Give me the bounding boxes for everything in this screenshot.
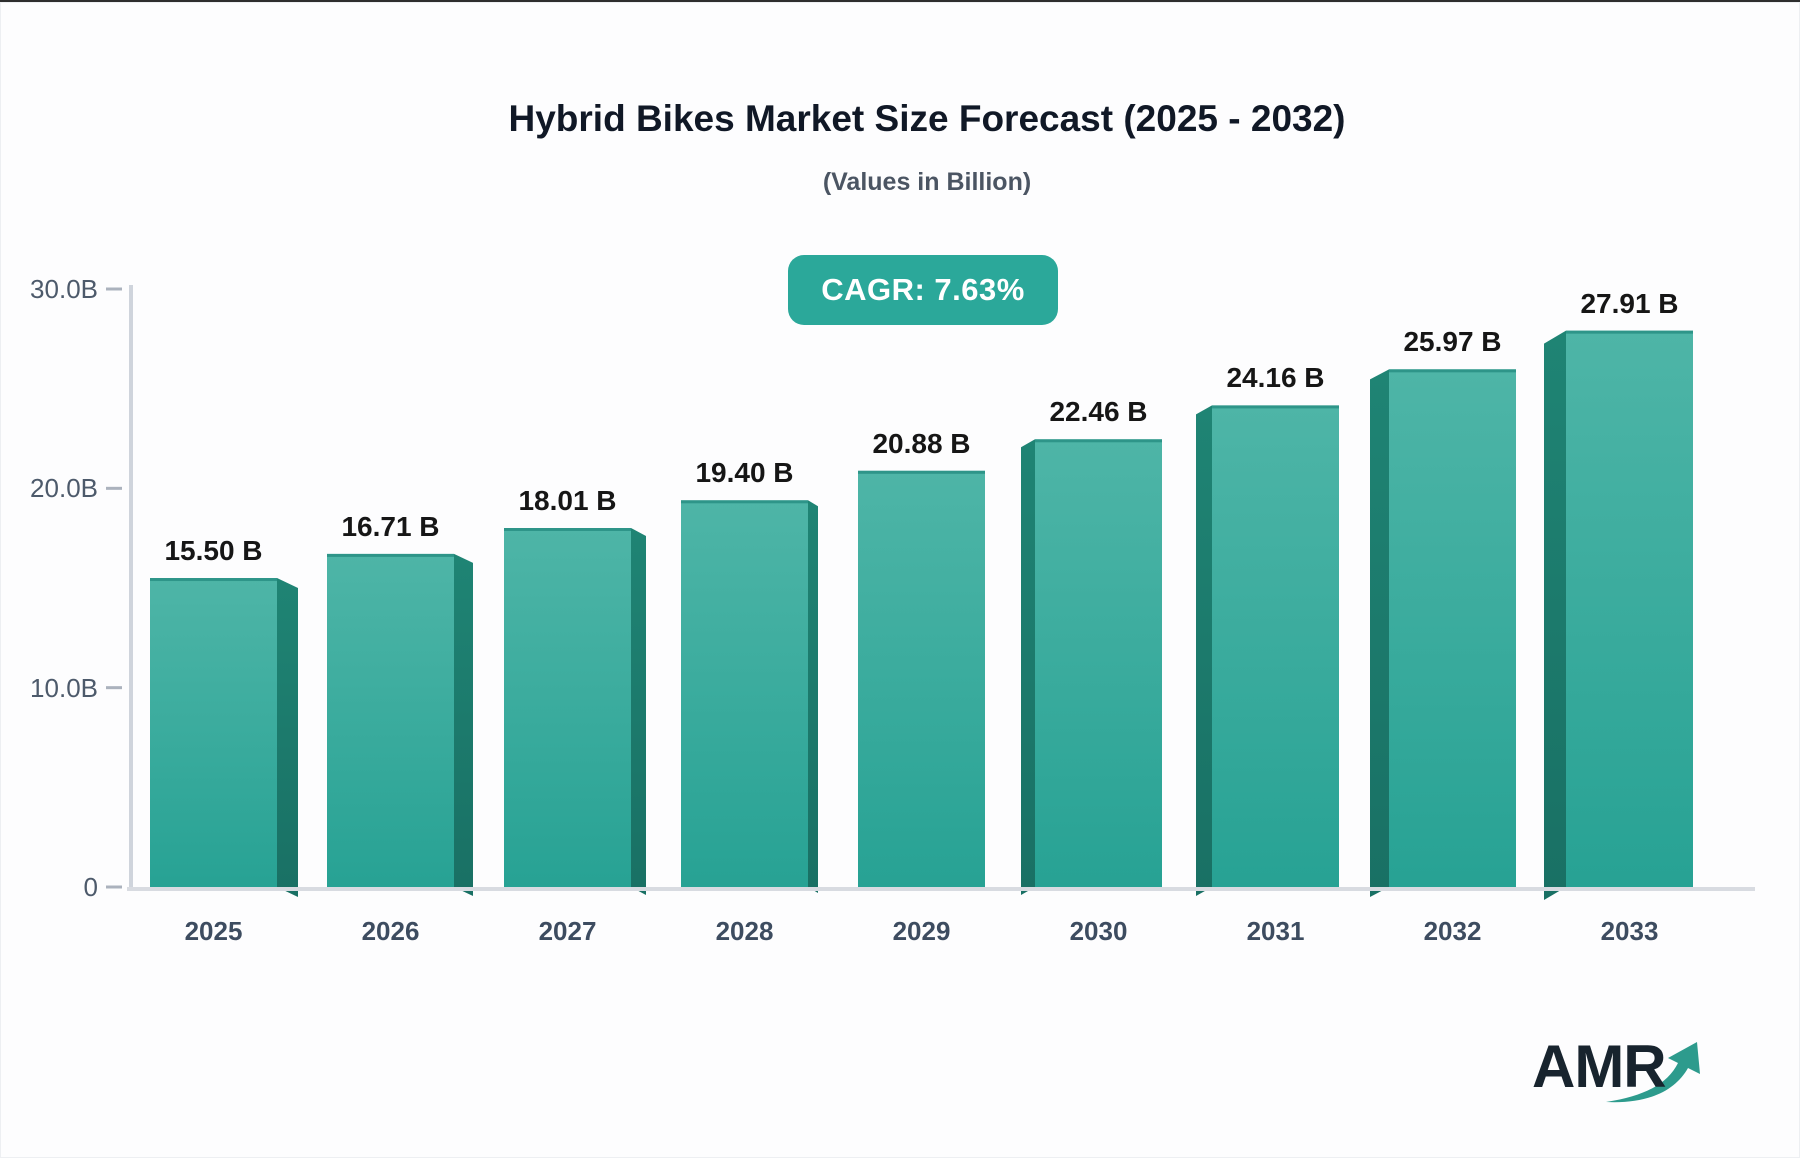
bar-side-2030	[1021, 439, 1035, 895]
chart-subtitle: (Values in Billion)	[822, 168, 1032, 196]
y-tick-label: 10.0B	[30, 672, 98, 703]
x-axis-line	[127, 887, 1755, 891]
bar-2025	[150, 578, 277, 887]
bar-2033	[1566, 330, 1693, 888]
bar-top-edge-2029	[858, 470, 985, 474]
bar-2030	[1035, 439, 1162, 887]
bar-value-label: 27.91 B	[1580, 287, 1679, 319]
amr-logo: AMR	[1532, 1035, 1712, 1115]
bar-2029	[858, 470, 985, 887]
bar-value-label: 22.46 B	[1049, 396, 1148, 428]
y-tick-mark	[106, 686, 122, 690]
bar-value-label: 16.71 B	[341, 510, 440, 542]
x-axis-label: 2029	[892, 916, 951, 946]
cagr-badge: CAGR: 7.63%	[788, 255, 1058, 325]
y-tick-mark	[106, 287, 122, 291]
bar-2028	[681, 500, 808, 887]
bar-side-2026	[454, 553, 473, 896]
bar-value-label: 18.01 B	[518, 485, 617, 516]
bar-top-edge-2028	[681, 500, 808, 504]
bar-value-label: 25.97 B	[1403, 326, 1502, 358]
x-axis-label: 2026	[361, 916, 420, 946]
y-tick-label: 20.0B	[30, 473, 98, 504]
x-axis-label: 2032	[1423, 916, 1482, 946]
x-axis-label: 2028	[715, 916, 774, 946]
bar-side-2031	[1196, 405, 1212, 896]
bar-top-edge-2032	[1389, 369, 1516, 373]
bar-top-edge-2030	[1035, 439, 1162, 443]
bar-top-edge-2033	[1566, 330, 1693, 334]
bar-value-label: 15.50 B	[164, 535, 263, 567]
bar-value-label: 20.88 B	[872, 427, 971, 459]
y-tick-label: 0	[83, 872, 98, 902]
y-tick-mark	[106, 885, 122, 889]
y-axis-line	[129, 285, 133, 891]
bar-top-edge-2027	[504, 528, 631, 532]
bar-side-2025	[277, 578, 298, 897]
y-tick-label: 30.0B	[30, 274, 98, 304]
bar-2027	[504, 528, 631, 887]
amr-logo-text: AMR	[1532, 1033, 1667, 1100]
bar-2032	[1389, 369, 1516, 888]
x-axis-label: 2031	[1246, 916, 1305, 946]
bar-top-edge-2026	[327, 553, 454, 557]
bar-side-2027	[631, 528, 646, 895]
bar-side-2028	[808, 500, 818, 893]
x-axis-label: 2027	[538, 916, 597, 946]
bar-top-edge-2025	[150, 578, 277, 582]
bar-value-label: 24.16 B	[1226, 362, 1325, 394]
bar-2026	[327, 553, 454, 887]
bar-top-edge-2031	[1212, 405, 1339, 409]
bar-side-2033	[1544, 330, 1566, 901]
x-axis-label: 2025	[184, 916, 243, 946]
x-axis-label: 2033	[1600, 916, 1659, 946]
x-axis-label: 2030	[1069, 916, 1128, 946]
y-tick-mark	[106, 486, 122, 490]
chart-title: Hybrid Bikes Market Size Forecast (2025 …	[508, 98, 1346, 139]
bar-side-2032	[1370, 369, 1389, 898]
bar-value-label: 19.40 B	[695, 457, 794, 489]
bar-2031	[1212, 405, 1339, 887]
cagr-badge-label: CAGR: 7.63%	[821, 272, 1025, 307]
